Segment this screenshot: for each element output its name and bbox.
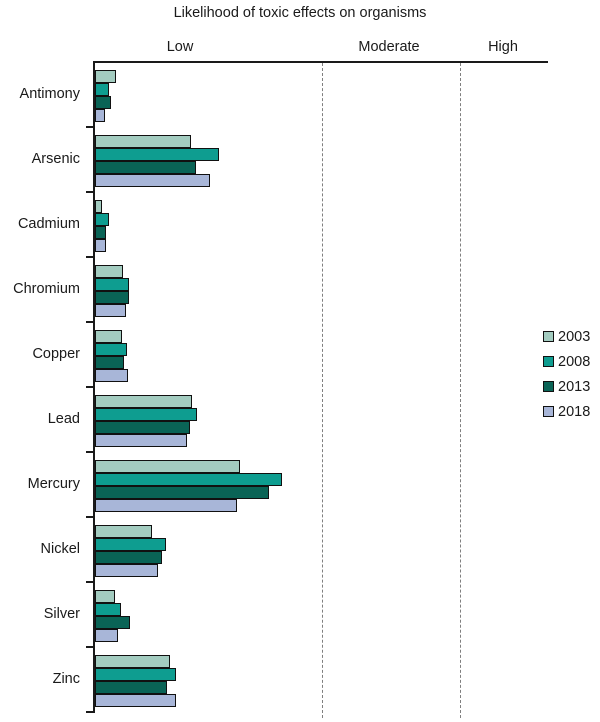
x-axis-line xyxy=(93,61,548,63)
legend-swatch-2003 xyxy=(543,331,554,342)
chart-title: Likelihood of toxic effects on organisms xyxy=(173,5,427,21)
bar-mercury-2008 xyxy=(95,473,283,486)
category-label-chromium: Chromium xyxy=(13,280,80,297)
bar-chromium-2003 xyxy=(95,265,124,278)
bar-group-mercury xyxy=(95,453,548,518)
bar-group-chromium xyxy=(95,258,548,323)
category-label-antimony: Antimony xyxy=(19,85,80,102)
bar-nickel-2013 xyxy=(95,551,163,564)
y-axis-tick xyxy=(86,516,93,518)
legend-item-2003: 2003 xyxy=(543,328,591,345)
y-axis-tick xyxy=(86,711,93,713)
bar-copper-2003 xyxy=(95,330,122,343)
bar-group-copper xyxy=(95,323,548,388)
bar-group-antimony xyxy=(95,63,548,128)
bar-chromium-2018 xyxy=(95,304,126,317)
bar-cadmium-2013 xyxy=(95,226,106,239)
category-label-copper: Copper xyxy=(32,345,80,362)
bar-chromium-2013 xyxy=(95,291,129,304)
bar-antimony-2018 xyxy=(95,109,105,122)
legend-label-2013: 2013 xyxy=(558,378,591,395)
bar-nickel-2008 xyxy=(95,538,166,551)
bar-lead-2013 xyxy=(95,421,190,434)
bar-group-arsenic xyxy=(95,128,548,193)
bar-cadmium-2008 xyxy=(95,213,110,226)
bar-group-cadmium xyxy=(95,193,548,258)
bar-lead-2018 xyxy=(95,434,188,447)
legend-label-2003: 2003 xyxy=(558,328,591,345)
y-axis-line xyxy=(93,61,95,713)
bar-copper-2008 xyxy=(95,343,127,356)
bar-nickel-2003 xyxy=(95,525,152,538)
zone-divider-moderate xyxy=(459,63,461,718)
y-axis-tick xyxy=(86,191,93,193)
zone-label-high: High xyxy=(488,39,518,55)
legend-label-2008: 2008 xyxy=(558,353,591,370)
bar-antimony-2008 xyxy=(95,83,110,96)
bar-group-zinc xyxy=(95,648,548,713)
bar-arsenic-2018 xyxy=(95,174,210,187)
bar-arsenic-2003 xyxy=(95,135,192,148)
category-label-arsenic: Arsenic xyxy=(31,150,80,167)
y-axis-tick xyxy=(86,451,93,453)
legend-swatch-2018 xyxy=(543,406,554,417)
y-axis-tick xyxy=(86,256,93,258)
bar-silver-2008 xyxy=(95,603,121,616)
category-label-cadmium: Cadmium xyxy=(17,215,80,232)
bar-antimony-2013 xyxy=(95,96,111,109)
bar-zinc-2003 xyxy=(95,655,170,668)
bar-silver-2003 xyxy=(95,590,115,603)
legend-swatch-2008 xyxy=(543,356,554,367)
category-label-zinc: Zinc xyxy=(52,670,80,687)
bar-zinc-2013 xyxy=(95,681,168,694)
bar-lead-2003 xyxy=(95,395,193,408)
bar-mercury-2003 xyxy=(95,460,241,473)
category-label-mercury: Mercury xyxy=(27,475,80,492)
y-axis-tick xyxy=(86,386,93,388)
bar-lead-2008 xyxy=(95,408,198,421)
zone-divider-low xyxy=(321,63,323,718)
bar-cadmium-2018 xyxy=(95,239,106,252)
category-label-lead: Lead xyxy=(47,410,80,427)
bar-chromium-2008 xyxy=(95,278,129,291)
bar-arsenic-2008 xyxy=(95,148,219,161)
bar-cadmium-2003 xyxy=(95,200,102,213)
bar-group-silver xyxy=(95,583,548,648)
zone-label-moderate: Moderate xyxy=(358,39,420,55)
legend-item-2013: 2013 xyxy=(543,378,591,395)
y-axis-tick xyxy=(86,581,93,583)
y-axis-tick xyxy=(86,646,93,648)
bar-antimony-2003 xyxy=(95,70,116,83)
legend-item-2008: 2008 xyxy=(543,353,591,370)
plot-area xyxy=(95,63,548,713)
category-label-nickel: Nickel xyxy=(40,540,80,557)
y-axis-tick xyxy=(86,321,93,323)
bar-zinc-2008 xyxy=(95,668,176,681)
bar-mercury-2013 xyxy=(95,486,270,499)
bar-mercury-2018 xyxy=(95,499,238,512)
legend-swatch-2013 xyxy=(543,381,554,392)
category-label-silver: Silver xyxy=(43,605,80,622)
bar-nickel-2018 xyxy=(95,564,158,577)
bar-copper-2018 xyxy=(95,369,129,382)
bar-copper-2013 xyxy=(95,356,124,369)
legend-item-2018: 2018 xyxy=(543,403,591,420)
bar-silver-2013 xyxy=(95,616,130,629)
bar-group-lead xyxy=(95,388,548,453)
bar-silver-2018 xyxy=(95,629,119,642)
bar-group-nickel xyxy=(95,518,548,583)
bar-zinc-2018 xyxy=(95,694,176,707)
zone-label-low: Low xyxy=(166,39,194,55)
y-axis-tick xyxy=(86,126,93,128)
legend: 2003 2008 2013 2018 xyxy=(543,328,591,430)
bar-arsenic-2013 xyxy=(95,161,197,174)
legend-label-2018: 2018 xyxy=(558,403,591,420)
